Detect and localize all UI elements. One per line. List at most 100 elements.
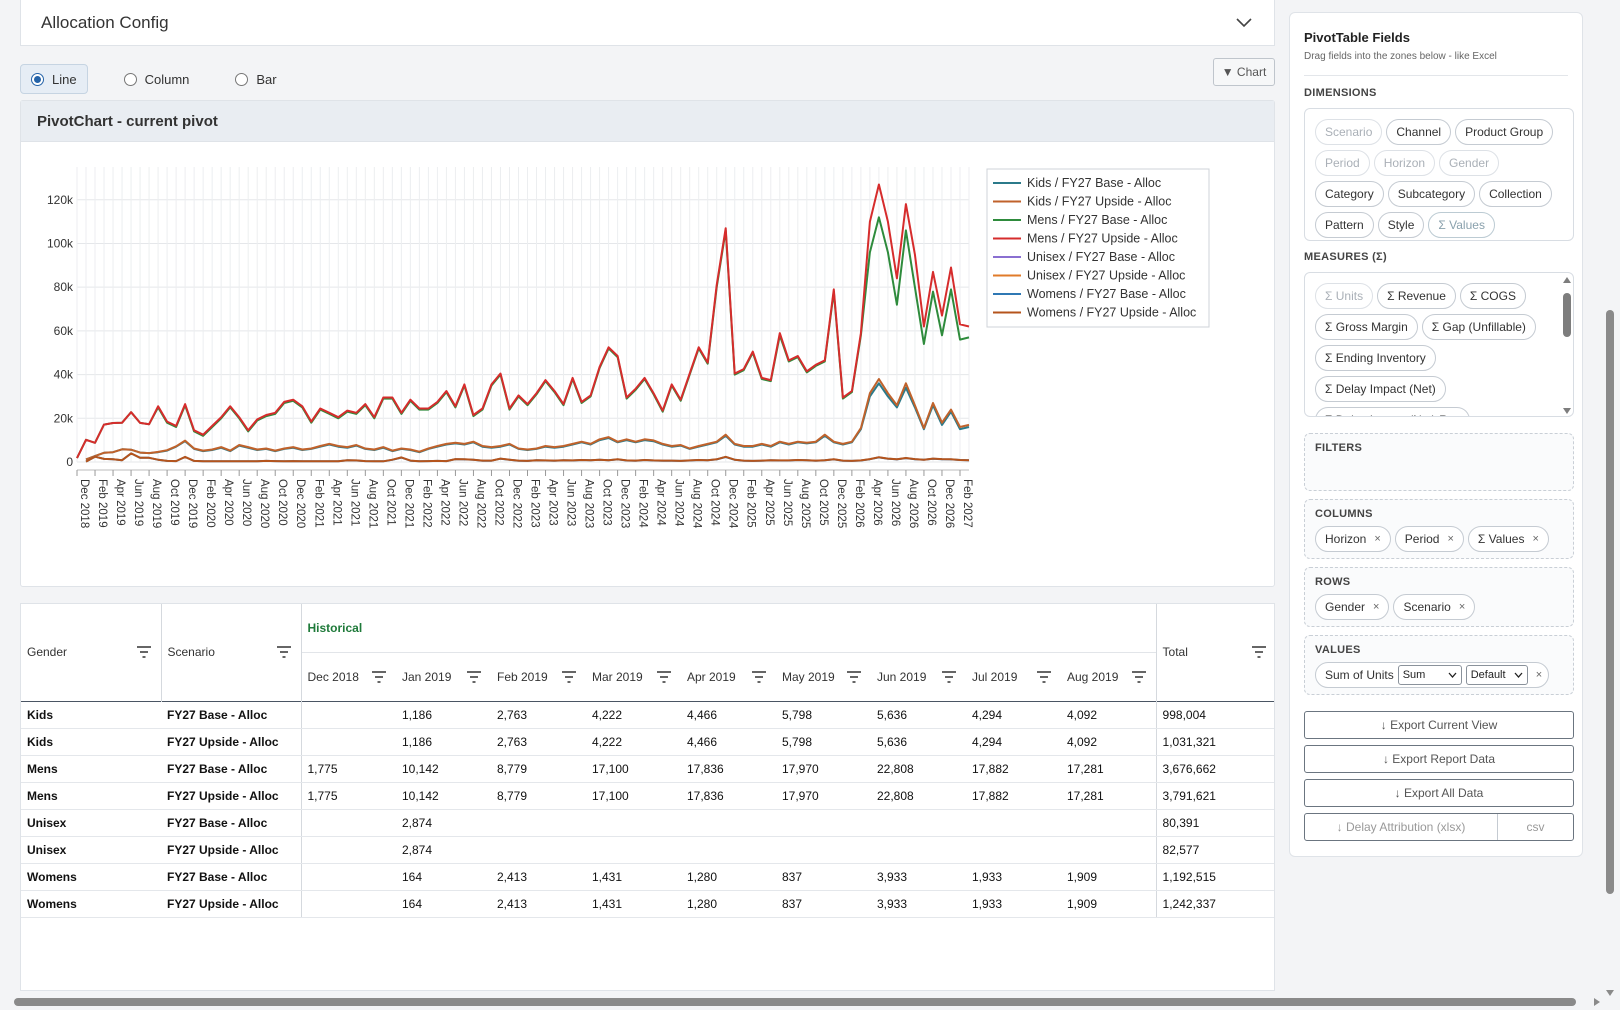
remove-icon[interactable]: ×: [1373, 601, 1380, 613]
columns-zone[interactable]: COLUMNS Horizon × Period × Σ Values ×: [1304, 499, 1574, 559]
measure-chip[interactable]: Σ Gap (Unfillable): [1421, 314, 1536, 340]
column-header-period[interactable]: Aug 2019: [1061, 651, 1157, 701]
scroll-up-icon[interactable]: [1563, 277, 1571, 283]
dimension-chip[interactable]: Pattern: [1315, 212, 1374, 238]
x-tick-label: Jun 2019: [132, 479, 144, 526]
export-current-view-button[interactable]: ↓ Export Current View: [1304, 711, 1574, 739]
x-tick-label: Aug 2023: [583, 479, 595, 528]
table-row[interactable]: Womens FY27 Upside - Alloc 164 2,413 1,431 1,…: [21, 890, 1274, 918]
column-field-chip[interactable]: Horizon ×: [1315, 526, 1391, 552]
page-horizontal-scrollbar[interactable]: [14, 998, 1576, 1006]
export-all-data-button[interactable]: ↓ Export All Data: [1304, 779, 1574, 807]
measure-chip[interactable]: Σ Revenue: [1377, 283, 1456, 309]
filter-icon[interactable]: [657, 670, 671, 683]
delay-attribution-xlsx-button[interactable]: ↓ Delay Attribution (xlsx): [1305, 814, 1498, 840]
remove-icon[interactable]: ×: [1447, 533, 1454, 545]
column-header-scenario[interactable]: Scenario: [160, 604, 301, 701]
remove-icon[interactable]: ×: [1535, 669, 1543, 681]
table-row[interactable]: Kids FY27 Upside - Alloc 1,186 2,763 4,222 4,…: [21, 728, 1274, 756]
measure-chip[interactable]: Σ Delay Impact (Net) Rev: [1315, 407, 1471, 416]
dimension-chip[interactable]: Subcategory: [1387, 181, 1476, 207]
value-field-chip[interactable]: Sum of Units Sum Default ×: [1315, 662, 1550, 688]
total-cell: 1,192,515: [1155, 862, 1274, 891]
filter-icon[interactable]: [1037, 670, 1051, 683]
page-vertical-scrollbar[interactable]: [1606, 310, 1614, 894]
chart-toggle-button[interactable]: ▼ Chart: [1213, 58, 1275, 86]
column-header-period[interactable]: Dec 2018: [300, 651, 396, 701]
dimension-chip[interactable]: Category: [1315, 181, 1384, 207]
scroll-thumb[interactable]: [1563, 293, 1571, 337]
values-label: VALUES: [1315, 644, 1361, 656]
filters-zone[interactable]: FILTERS: [1304, 433, 1574, 491]
column-header-period[interactable]: Feb 2019: [491, 651, 586, 701]
column-header-period[interactable]: Apr 2019: [681, 651, 776, 701]
delay-attribution-csv-button[interactable]: csv: [1526, 820, 1545, 834]
table-row[interactable]: Kids FY27 Base - Alloc 1,186 2,763 4,222 4,46…: [21, 700, 1274, 729]
filter-icon[interactable]: [372, 670, 386, 683]
filter-icon[interactable]: [562, 670, 576, 683]
table-row[interactable]: Unisex FY27 Base - Alloc 2,874 80,391: [21, 808, 1274, 837]
table-row[interactable]: Unisex FY27 Upside - Alloc 2,874 82,577: [21, 836, 1274, 864]
column-header-period[interactable]: Jan 2019: [396, 651, 491, 701]
measure-chip[interactable]: Σ Delay Impact (Net): [1315, 376, 1446, 402]
chart-type-column[interactable]: Column: [114, 64, 200, 94]
column-header-total[interactable]: Total: [1155, 604, 1274, 701]
filter-icon[interactable]: [847, 670, 861, 683]
historical-label: Historical: [307, 620, 363, 635]
aggregation-select[interactable]: Sum: [1397, 665, 1462, 685]
measures-zone[interactable]: Σ Units Σ Revenue Σ COGS Σ Gross Margin Σ Ga…: [1304, 272, 1574, 417]
measures-scrollbar[interactable]: [1563, 277, 1571, 414]
value-cell: 4,294: [966, 728, 1061, 756]
dimension-chip[interactable]: Horizon: [1373, 150, 1436, 176]
column-field-chip[interactable]: Period ×: [1394, 526, 1464, 552]
filter-icon[interactable]: [136, 646, 151, 659]
table-row[interactable]: Mens FY27 Upside - Alloc 1,775 10,142 8,779 1…: [21, 782, 1274, 810]
table-row[interactable]: Womens FY27 Base - Alloc 164 2,413 1,431 1,28…: [21, 862, 1274, 891]
row-field-chip[interactable]: Scenario ×: [1393, 594, 1476, 620]
dimension-chip[interactable]: Σ Values: [1428, 212, 1495, 238]
chart-type-bar[interactable]: Bar: [225, 64, 286, 94]
value-cell: [776, 808, 871, 837]
allocation-config-header[interactable]: Allocation Config: [20, 0, 1275, 46]
chevron-down-icon[interactable]: [1234, 13, 1254, 33]
filter-icon[interactable]: [942, 670, 956, 683]
row-field-chip[interactable]: Gender ×: [1315, 594, 1390, 620]
total-cell: 1,031,321: [1155, 728, 1274, 756]
measure-chip[interactable]: Σ Units: [1315, 283, 1374, 309]
dimension-chip[interactable]: Period: [1315, 150, 1370, 176]
remove-icon[interactable]: ×: [1458, 601, 1466, 613]
format-select[interactable]: Default: [1465, 665, 1528, 685]
column-header-period[interactable]: Mar 2019: [586, 651, 681, 701]
chart-type-line[interactable]: Line: [20, 64, 88, 94]
scroll-down-icon[interactable]: [1563, 408, 1571, 414]
values-zone[interactable]: VALUES Sum of Units Sum Default ×: [1304, 635, 1574, 695]
measure-chip[interactable]: Σ Ending Inventory: [1315, 345, 1436, 371]
filter-icon[interactable]: [276, 646, 291, 659]
dimension-chip[interactable]: Channel: [1386, 119, 1452, 145]
column-header-period[interactable]: May 2019: [776, 651, 871, 701]
column-field-chip[interactable]: Σ Values ×: [1467, 526, 1549, 552]
filter-icon[interactable]: [467, 670, 481, 683]
rows-zone[interactable]: ROWS Gender × Scenario ×: [1304, 567, 1574, 627]
column-header-gender[interactable]: Gender: [21, 604, 161, 701]
dimension-chip[interactable]: Gender: [1439, 150, 1500, 176]
filter-icon[interactable]: [1131, 670, 1146, 683]
chart-type-column-label: Column: [144, 71, 190, 87]
dimension-chip[interactable]: Collection: [1479, 181, 1552, 207]
filter-icon[interactable]: [1252, 646, 1267, 659]
export-report-data-button[interactable]: ↓ Export Report Data: [1304, 745, 1574, 773]
gender-cell: Mens: [21, 782, 161, 810]
remove-icon[interactable]: ×: [1374, 533, 1381, 545]
dimension-chip[interactable]: Style: [1377, 212, 1425, 238]
column-header-period[interactable]: Jul 2019: [966, 651, 1061, 701]
dimension-chip[interactable]: Product Group: [1455, 119, 1554, 145]
table-row[interactable]: Mens FY27 Base - Alloc 1,775 10,142 8,779 17,…: [21, 754, 1274, 783]
column-header-period[interactable]: Jun 2019: [871, 651, 966, 701]
measure-chip[interactable]: Σ Gross Margin: [1315, 314, 1418, 340]
filter-icon[interactable]: [752, 670, 766, 683]
measure-chip[interactable]: Σ COGS: [1459, 283, 1526, 309]
scroll-down-icon[interactable]: [1606, 990, 1614, 996]
remove-icon[interactable]: ×: [1532, 533, 1539, 545]
scroll-right-icon[interactable]: [1594, 998, 1600, 1006]
dimension-chip[interactable]: Scenario: [1315, 119, 1383, 145]
